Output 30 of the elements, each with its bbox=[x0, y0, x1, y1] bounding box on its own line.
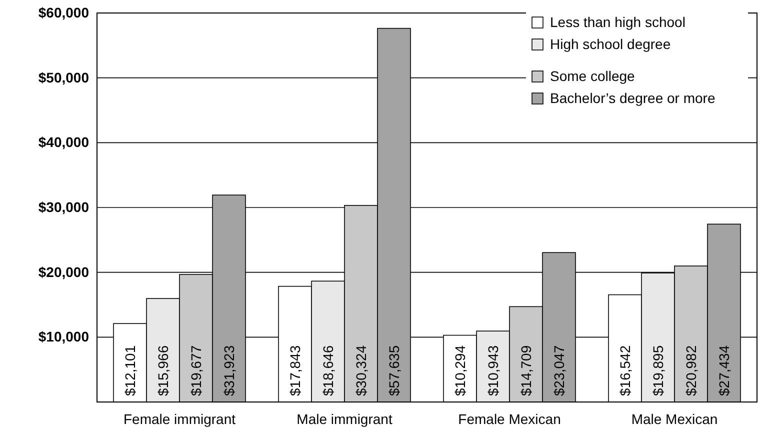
y-tick-label: $40,000 bbox=[38, 134, 90, 150]
x-tick-label: Male Mexican bbox=[631, 410, 718, 427]
data-label: $31,923 bbox=[221, 345, 237, 396]
data-label: $15,966 bbox=[155, 345, 171, 396]
data-label: $57,635 bbox=[386, 345, 402, 396]
data-label: $30,324 bbox=[353, 345, 369, 396]
data-label: $12,101 bbox=[122, 345, 138, 396]
data-label: $20,982 bbox=[683, 345, 699, 396]
legend-label: Bachelor’s degree or more bbox=[550, 90, 716, 106]
data-label: $19,895 bbox=[650, 345, 666, 396]
y-tick-label: $50,000 bbox=[38, 69, 90, 86]
data-label: $19,677 bbox=[188, 345, 204, 396]
data-label: $18,646 bbox=[320, 345, 336, 396]
data-label: $10,294 bbox=[452, 345, 468, 396]
x-tick-label: Female immigrant bbox=[123, 410, 236, 427]
data-label: $23,047 bbox=[551, 345, 567, 396]
legend-label: Some college bbox=[550, 68, 636, 84]
y-tick-label: $60,000 bbox=[38, 4, 90, 20]
data-label: $17,843 bbox=[287, 345, 303, 396]
y-tick-label: $30,000 bbox=[38, 198, 90, 215]
data-label: $10,943 bbox=[485, 345, 501, 396]
data-label: $16,542 bbox=[617, 345, 633, 396]
legend-label: Less than high school bbox=[550, 14, 686, 30]
y-tick-label: $20,000 bbox=[38, 264, 90, 280]
y-tick-label: $10,000 bbox=[38, 328, 90, 345]
legend-label: High school degree bbox=[550, 36, 671, 52]
data-label: $27,434 bbox=[716, 345, 732, 396]
x-tick-label: Male immigrant bbox=[296, 410, 392, 427]
data-label: $14,709 bbox=[518, 345, 534, 396]
x-tick-label: Female Mexican bbox=[458, 410, 561, 427]
